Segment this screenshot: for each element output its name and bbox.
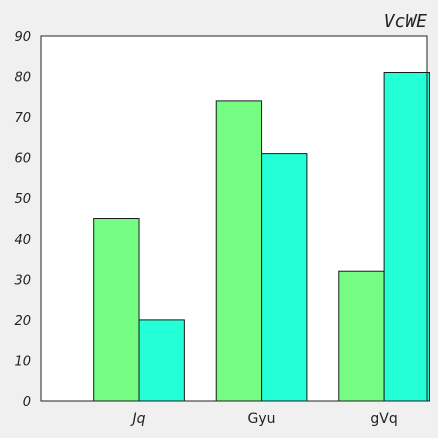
y-axis-ticks: 0 10 20 30 40 50 60 70 80 90	[14, 30, 31, 410]
y-tick-label: 0	[23, 395, 31, 410]
bar-Gyu-series-2	[261, 153, 308, 402]
bar-Jq-series-1	[93, 218, 140, 402]
y-tick-label: 10	[14, 354, 31, 369]
y-tick-label: 80	[14, 71, 31, 86]
y-tick-label: 70	[14, 111, 31, 126]
y-tick-label: 30	[14, 273, 31, 288]
bar-gVq-series-1	[338, 270, 385, 402]
x-axis-ticks: Jq Gyu gVq	[130, 411, 398, 427]
x-tick-label: Jq	[130, 411, 146, 427]
y-tick-label: 50	[14, 192, 31, 207]
y-tick-label: 20	[14, 314, 31, 329]
y-tick-label: 40	[14, 233, 31, 248]
bar-Jq-series-2	[138, 319, 185, 402]
bar-gVq-series-2	[383, 72, 430, 402]
y-tick-label: 60	[14, 152, 31, 167]
x-tick-label: Gyu	[248, 411, 276, 427]
bar-group	[93, 72, 430, 402]
chart-title: VcWE	[384, 11, 428, 32]
y-tick-label: 90	[14, 30, 31, 45]
plot-frame	[40, 35, 428, 402]
x-tick-label: gVq	[370, 411, 397, 427]
bar-Gyu-series-1	[215, 100, 263, 402]
